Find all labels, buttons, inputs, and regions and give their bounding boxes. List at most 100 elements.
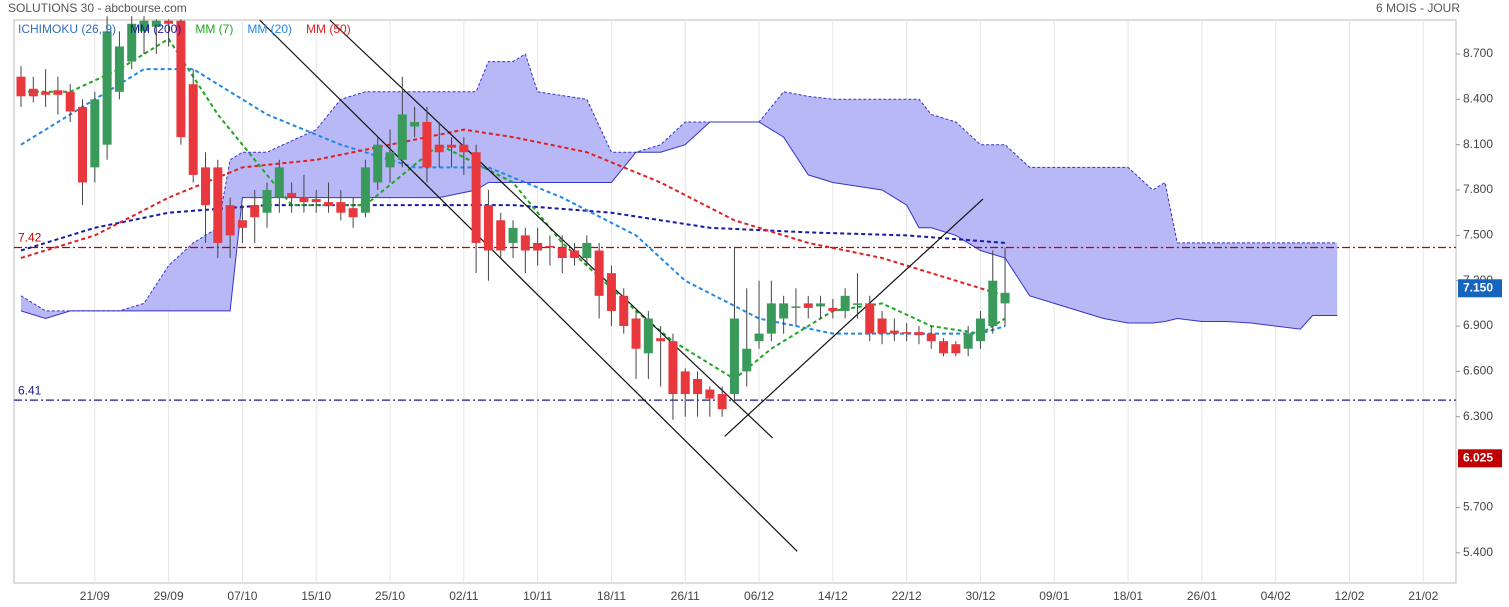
legend-entry: MM (20) [247,22,292,36]
candle-body [717,394,727,410]
level-label: 7.42 [18,231,42,245]
candle-body [201,167,211,206]
candle-body [619,295,629,327]
x-tick-label: 12/02 [1334,589,1364,603]
x-tick-label: 14/12 [818,589,848,603]
candle-body [225,205,235,236]
y-tick-label: 5.400 [1463,545,1493,559]
candle-body [274,167,284,198]
x-tick-label: 06/12 [744,589,774,603]
candle-body [397,114,407,160]
candle-body [779,303,789,319]
moving-average [20,204,1006,252]
candle-body [41,91,51,95]
moving-average [20,128,1006,297]
candle-body [1000,292,1010,304]
x-tick-label: 18/11 [597,589,626,603]
candle-body [90,99,100,168]
candle-body [496,220,506,251]
candle-body [410,122,420,127]
moving-average [20,68,1006,335]
ichimoku-span-a [20,53,1338,312]
candle-body [963,333,973,349]
x-tick-label: 09/01 [1039,589,1069,603]
candle-body [250,205,260,218]
candle-body [939,341,949,354]
y-tick-label: 8.700 [1463,46,1493,60]
candle-body [78,106,88,183]
x-tick-label: 26/01 [1187,589,1217,603]
x-tick-label: 22/12 [892,589,922,603]
candle-body [434,144,444,153]
candle-body [902,332,912,334]
y-tick-label: 6.600 [1463,364,1493,378]
candle-body [483,205,493,251]
candle-body [889,330,899,334]
x-tick-label: 04/02 [1261,589,1291,603]
x-tick-label: 21/09 [80,589,110,603]
x-tick-label: 29/09 [154,589,184,603]
candle-body [914,332,924,336]
x-tick-label: 25/10 [375,589,405,603]
candle-body [729,318,739,395]
candle-body [53,90,63,95]
candle-body [865,303,875,334]
y-tick-label: 8.400 [1463,92,1493,106]
price-box [1458,279,1502,298]
candle-body [570,250,580,259]
candle-body [693,378,703,395]
chart-title: SOLUTIONS 30 - abcbourse.com [8,1,187,15]
price-label: 6.025 [1463,450,1493,464]
candle-body [643,318,653,354]
candle-body [803,303,813,308]
level-label: 6.41 [18,383,42,397]
candle-body [16,76,26,97]
candle-body [656,338,666,342]
ichimoku-span-b [20,121,1338,330]
candle-body [668,341,678,395]
candle-body [311,199,321,203]
candle-body [508,227,518,243]
y-tick-label: 7.800 [1463,182,1493,196]
candle-body [631,318,641,349]
candle-body [852,303,862,305]
candle-body [176,20,186,138]
candle-body [213,167,223,243]
candle-body [447,144,457,148]
candle-body [324,202,334,206]
candle-body [164,20,174,24]
candle-body [705,389,715,399]
candle-body [151,20,161,27]
y-tick-label: 6.900 [1463,318,1493,332]
candle-body [385,152,395,168]
candle-body [557,247,567,259]
candle-body [336,202,346,213]
candle-body [840,295,850,311]
chart-subtitle: 6 MOIS - JOUR [1376,1,1460,15]
x-tick-label: 30/12 [965,589,995,603]
price-box [1458,449,1502,468]
x-tick-label: 26/11 [671,589,700,603]
candle-body [28,88,38,97]
candle-body [348,208,358,218]
candle-body [237,220,247,228]
candle-body [360,167,370,213]
candle-body [188,84,198,175]
legend-entry: MM (7) [195,22,233,36]
candle-body [373,144,383,183]
legend-entry: ICHIMOKU (26, 9) [18,22,116,36]
candle-body [594,250,604,296]
candle-body [606,273,616,311]
candle-body [816,303,826,307]
x-tick-label: 10/11 [523,589,552,603]
candle-body [65,91,75,112]
candle-body [299,197,309,203]
candle-body [114,46,124,92]
candle-body [975,318,985,342]
y-tick-label: 8.100 [1463,137,1493,151]
ichimoku-cloud [21,54,1338,330]
y-tick-label: 7.500 [1463,228,1493,242]
candle-body [582,242,592,259]
candle-body [766,303,776,334]
